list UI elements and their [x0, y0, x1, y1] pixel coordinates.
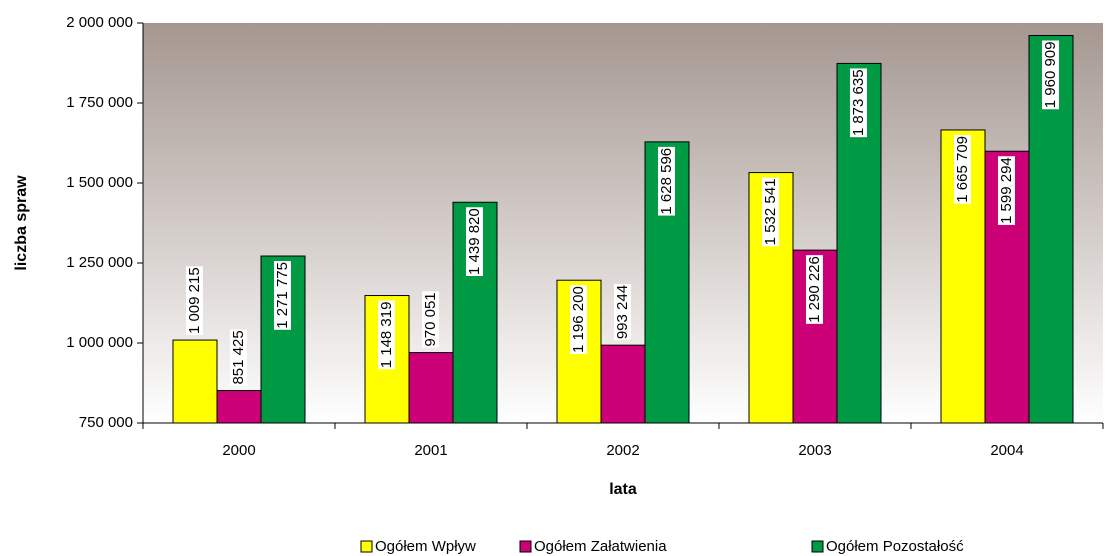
bar — [216, 390, 262, 424]
value-label-group: 1 665 709 — [953, 134, 971, 204]
legend-label: Ogółem Wpływ — [375, 538, 476, 555]
value-label-bg — [421, 291, 439, 348]
value-label-bg — [465, 207, 483, 276]
x-axis-title: lata — [609, 481, 637, 498]
value-label-group: 970 051 — [421, 291, 439, 348]
value-label-group: 1 009 215 — [185, 266, 203, 336]
y-tick-label: 1 250 000 — [66, 254, 133, 271]
legend-swatch — [519, 540, 532, 553]
value-label-bg — [657, 146, 675, 216]
value-label: 1 532 541 — [762, 179, 779, 246]
x-tick-label: 2004 — [990, 442, 1023, 459]
value-label-group: 1 196 200 — [569, 285, 587, 354]
value-label: 1 599 294 — [998, 157, 1015, 224]
value-label: 1 148 319 — [378, 302, 395, 369]
legend-label: Ogółem Pozostałość — [826, 538, 964, 555]
value-label: 993 244 — [614, 285, 631, 339]
value-label: 1 196 200 — [570, 286, 587, 353]
value-label-group: 1 148 319 — [377, 300, 395, 370]
value-label-bg — [273, 261, 291, 330]
value-label-group: 1 290 226 — [805, 255, 823, 324]
bar — [600, 344, 646, 424]
value-label-group: 1 439 820 — [465, 207, 483, 276]
value-label: 970 051 — [422, 292, 439, 346]
value-label-bg — [613, 283, 631, 341]
value-label: 1 009 215 — [186, 267, 203, 334]
value-label-bg — [377, 300, 395, 370]
value-label-bg — [1041, 40, 1059, 110]
value-label-group: 1 873 635 — [849, 68, 867, 138]
value-label-bg — [997, 156, 1015, 225]
value-label: 1 665 709 — [954, 136, 971, 203]
y-tick-label: 750 000 — [79, 414, 133, 431]
value-label-group: 1 532 541 — [761, 177, 779, 247]
value-label-bg — [805, 255, 823, 324]
value-label-bg — [761, 177, 779, 247]
x-tick-label: 2002 — [606, 442, 639, 459]
value-label: 851 425 — [230, 330, 247, 384]
value-label: 1 290 226 — [806, 256, 823, 323]
bar — [172, 339, 218, 424]
legend-swatch — [360, 540, 373, 553]
value-label-group: 1 271 775 — [273, 261, 291, 330]
x-tick-label: 2001 — [414, 442, 447, 459]
value-label: 1 628 596 — [658, 148, 675, 215]
value-label: 1 960 909 — [1042, 42, 1059, 109]
x-tick-label: 2003 — [798, 442, 831, 459]
value-label-bg — [849, 68, 867, 138]
value-label-group: 1 599 294 — [997, 156, 1015, 225]
y-tick-label: 2 000 000 — [66, 14, 133, 31]
y-tick-label: 1 750 000 — [66, 94, 133, 111]
x-tick-label: 2000 — [222, 442, 255, 459]
value-label-bg — [185, 266, 203, 336]
legend-label: Ogółem Załatwienia — [534, 538, 667, 555]
value-label-group: 1 960 909 — [1041, 40, 1059, 110]
bar — [408, 352, 454, 424]
value-label-bg — [569, 285, 587, 354]
y-tick-label: 1 500 000 — [66, 174, 133, 191]
value-label: 1 439 820 — [466, 208, 483, 275]
value-label-group: 851 425 — [229, 329, 247, 386]
y-tick-label: 1 000 000 — [66, 334, 133, 351]
legend-swatch — [811, 540, 824, 553]
value-label-bg — [229, 329, 247, 386]
value-label: 1 271 775 — [274, 262, 291, 329]
y-axis-title: liczba spraw — [13, 175, 30, 271]
value-label-bg — [953, 134, 971, 204]
value-label-group: 1 628 596 — [657, 146, 675, 216]
value-label: 1 873 635 — [850, 69, 867, 136]
value-label-group: 993 244 — [613, 283, 631, 341]
